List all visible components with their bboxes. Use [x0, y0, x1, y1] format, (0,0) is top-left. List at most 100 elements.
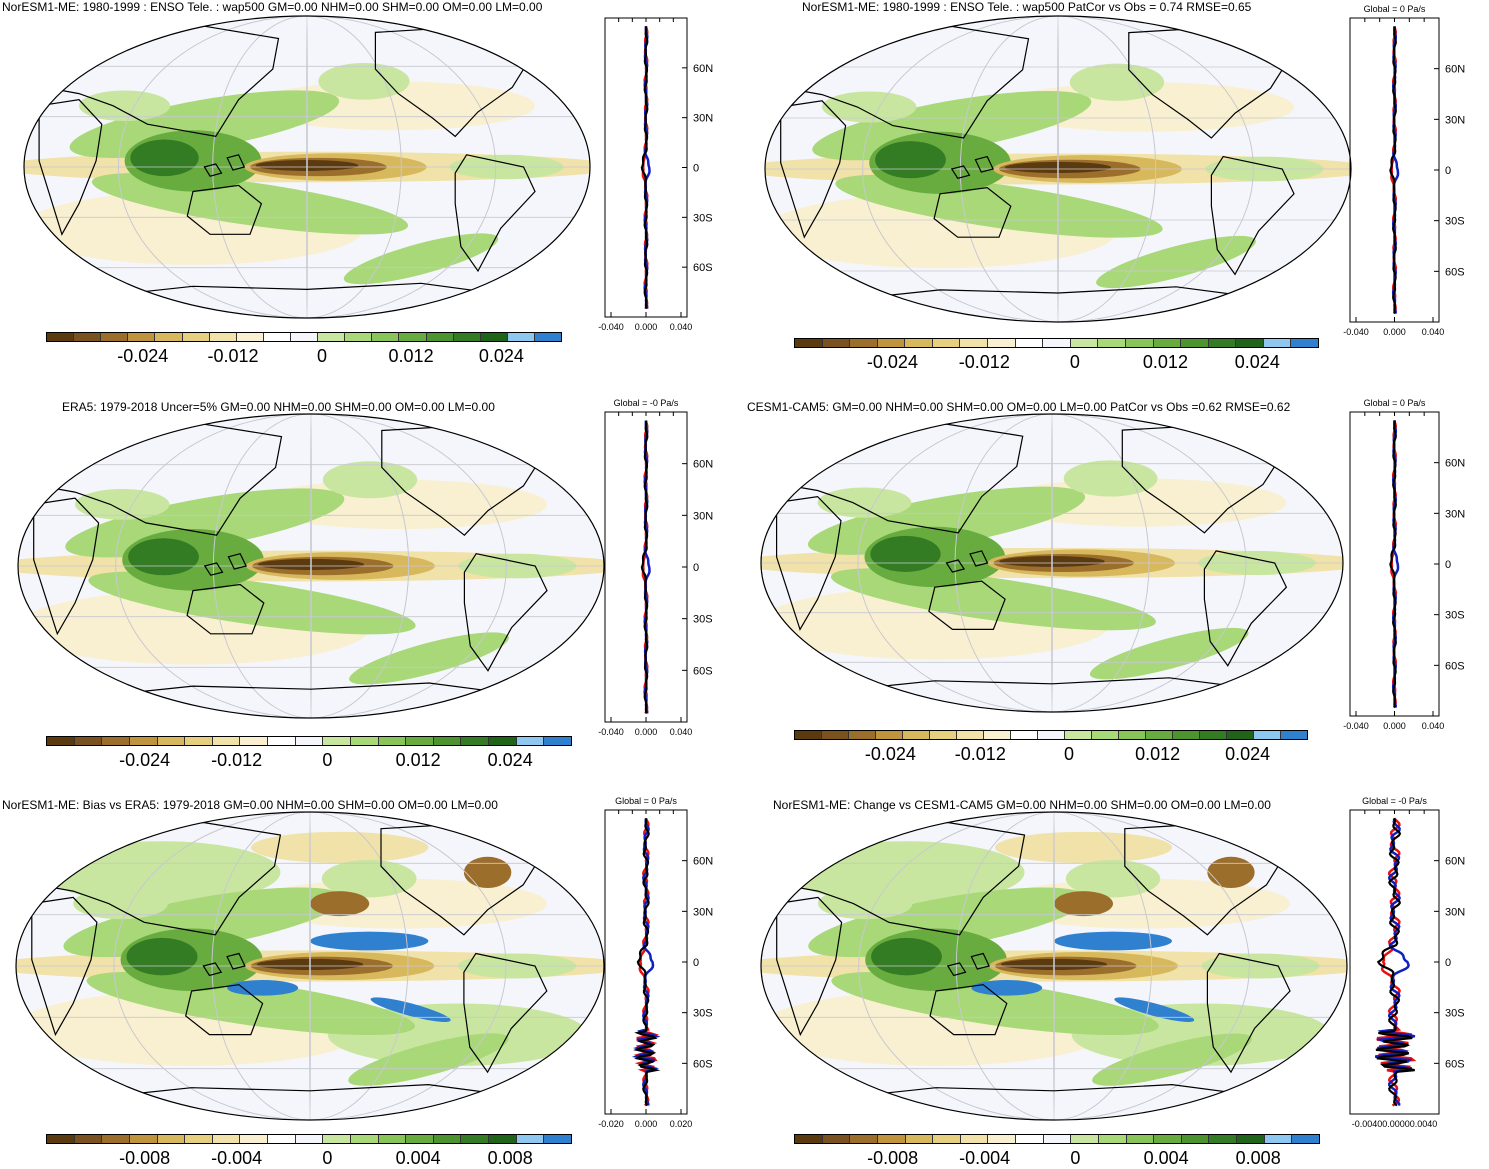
- zonal-title: Global = -0 Pa/s: [614, 398, 679, 408]
- colorbar-labels: -0.024 -0.012 0 0.012 0.024: [794, 744, 1308, 764]
- x-tick-label: -0.040: [598, 727, 624, 737]
- colorbar-swatch: [1264, 1135, 1293, 1143]
- colorbar-swatch: [268, 1135, 296, 1143]
- colorbar-swatch: [1181, 339, 1209, 347]
- lat-label: 30S: [693, 212, 713, 224]
- world-map: [23, 15, 591, 319]
- colorbar-swatch: [480, 333, 508, 341]
- colorbar: [46, 736, 572, 746]
- colorbar-swatch: [1181, 1135, 1210, 1143]
- lat-label: 60S: [693, 665, 713, 677]
- colorbar-swatch: [957, 731, 984, 739]
- colorbar-swatch: [1154, 1135, 1182, 1143]
- colorbar-swatch: [399, 333, 427, 341]
- colorbar-swatch: [516, 1135, 545, 1143]
- colorbar-swatch: [129, 737, 158, 745]
- panel-2: NorESM1-ME: 1980-1999 : ENSO Tele. : wap…: [745, 0, 1489, 390]
- colorbar-swatch: [850, 339, 878, 347]
- colorbar-label: 0.012: [388, 346, 434, 366]
- colorbar-swatch: [47, 737, 75, 745]
- colorbar-swatch: [290, 333, 319, 341]
- lat-label: 60N: [1445, 64, 1465, 76]
- colorbar-swatch: [876, 731, 903, 739]
- colorbar-swatch: [240, 1135, 268, 1143]
- panel-title: ERA5: 1979-2018 Uncer=5% GM=0.00 NHM=0.0…: [62, 400, 495, 414]
- colorbar-swatch: [157, 1135, 186, 1143]
- colorbar-swatch: [489, 1135, 517, 1143]
- x-tick-label: 0.040: [1422, 327, 1445, 337]
- colorbar-label: 0.004: [395, 1148, 441, 1168]
- colorbar-swatch: [101, 333, 129, 341]
- lat-label: 60S: [693, 262, 713, 274]
- colorbar-swatch: [1125, 339, 1154, 347]
- colorbar-swatch: [988, 1135, 1016, 1143]
- colorbar-swatch: [489, 737, 517, 745]
- colorbar-swatch: [822, 731, 849, 739]
- lat-label: 30N: [1445, 114, 1465, 126]
- colorbar: [46, 1134, 572, 1144]
- colorbar-labels: -0.008 -0.004 0 0.004 0.008: [46, 1148, 572, 1168]
- colorbar-swatch: [534, 333, 562, 341]
- colorbar-swatch: [1098, 1135, 1127, 1143]
- colorbar-label: 0.012: [395, 750, 441, 770]
- world-map: [15, 811, 605, 1121]
- panel-title: NorESM1-ME: 1980-1999 : ENSO Tele. : wap…: [2, 0, 543, 14]
- lat-label: 0: [1445, 957, 1451, 969]
- colorbar-label: 0.024: [478, 346, 524, 366]
- colorbar-swatch: [240, 737, 268, 745]
- zonal-mean-plot: Global = -0 Pa/s 60N 30N 0 30S 60S -0.00400.00…: [1349, 796, 1465, 1129]
- colorbar-swatch: [984, 731, 1011, 739]
- colorbar-swatch: [433, 1135, 462, 1143]
- colorbar-swatch: [1071, 1135, 1099, 1143]
- lat-label: 30S: [1445, 1008, 1465, 1020]
- colorbar-labels: -0.024 -0.012 0 0.012 0.024: [794, 352, 1319, 372]
- zonal-title: Global = -0 Pa/s: [1362, 796, 1427, 806]
- zonal-title: Global = 0 Pa/s: [1364, 398, 1426, 408]
- colorbar-label: -0.008: [119, 1148, 171, 1168]
- colorbar-swatch: [350, 737, 379, 745]
- x-tick-label: -0.020: [598, 1119, 624, 1129]
- lat-label: 60S: [1445, 266, 1465, 278]
- colorbar-swatch: [378, 1135, 407, 1143]
- lat-label: 30S: [693, 614, 713, 626]
- colorbar-swatch: [822, 339, 851, 347]
- colorbar-swatch: [877, 339, 906, 347]
- panel-5: NorESM1-ME: Bias vs ERA5: 1979-2018 GM=0…: [0, 780, 745, 1168]
- x-tick-label: -0.040: [598, 322, 624, 332]
- zonal-title: Global = 0 Pa/s: [615, 796, 677, 806]
- colorbar-swatch: [1200, 731, 1227, 739]
- colorbar-labels: -0.024 -0.012 0 0.012 0.024: [46, 750, 572, 770]
- lat-label: 30S: [1445, 216, 1465, 228]
- colorbar-labels: -0.024 -0.012 0 0.012 0.024: [46, 346, 562, 366]
- colorbar-swatch: [1016, 1135, 1044, 1143]
- colorbar-swatch: [323, 737, 351, 745]
- colorbar-label: -0.012: [958, 352, 1010, 372]
- colorbar-swatch: [461, 737, 489, 745]
- lat-label: 60N: [693, 63, 713, 75]
- colorbar-swatch: [378, 737, 407, 745]
- colorbar-label: -0.008: [867, 1148, 919, 1168]
- zonal-mean-plot: Global = 0 Pa/s 60N 30N 0 30S 60S -0.040 0.000 0…: [1343, 398, 1465, 731]
- colorbar-swatch: [544, 1135, 571, 1143]
- colorbar-swatch: [426, 333, 454, 341]
- colorbar-swatch: [350, 1135, 379, 1143]
- colorbar-swatch: [345, 333, 373, 341]
- colorbar-swatch: [74, 1135, 103, 1143]
- colorbar-swatch: [185, 1135, 213, 1143]
- world-map: [760, 413, 1344, 713]
- colorbar-swatch: [905, 1135, 934, 1143]
- colorbar-swatch: [1119, 731, 1146, 739]
- colorbar-swatch: [182, 333, 210, 341]
- colorbar-label: -0.012: [954, 744, 1006, 764]
- panel-1: NorESM1-ME: 1980-1999 : ENSO Tele. : wap…: [0, 0, 745, 390]
- colorbar-swatch: [1291, 339, 1318, 347]
- colorbar-label: -0.024: [119, 750, 171, 770]
- zonal-mean-plot: 60N 30N 0 30S 60S -0.040 0.000 0.040: [598, 17, 713, 332]
- colorbar-label: 0: [322, 1148, 333, 1168]
- colorbar-label: 0: [1063, 744, 1074, 764]
- colorbar-swatch: [47, 1135, 75, 1143]
- colorbar-label: 0.024: [487, 750, 533, 770]
- colorbar-label: 0.008: [1235, 1148, 1281, 1168]
- colorbar-label: -0.024: [866, 352, 918, 372]
- world-map: [764, 15, 1352, 323]
